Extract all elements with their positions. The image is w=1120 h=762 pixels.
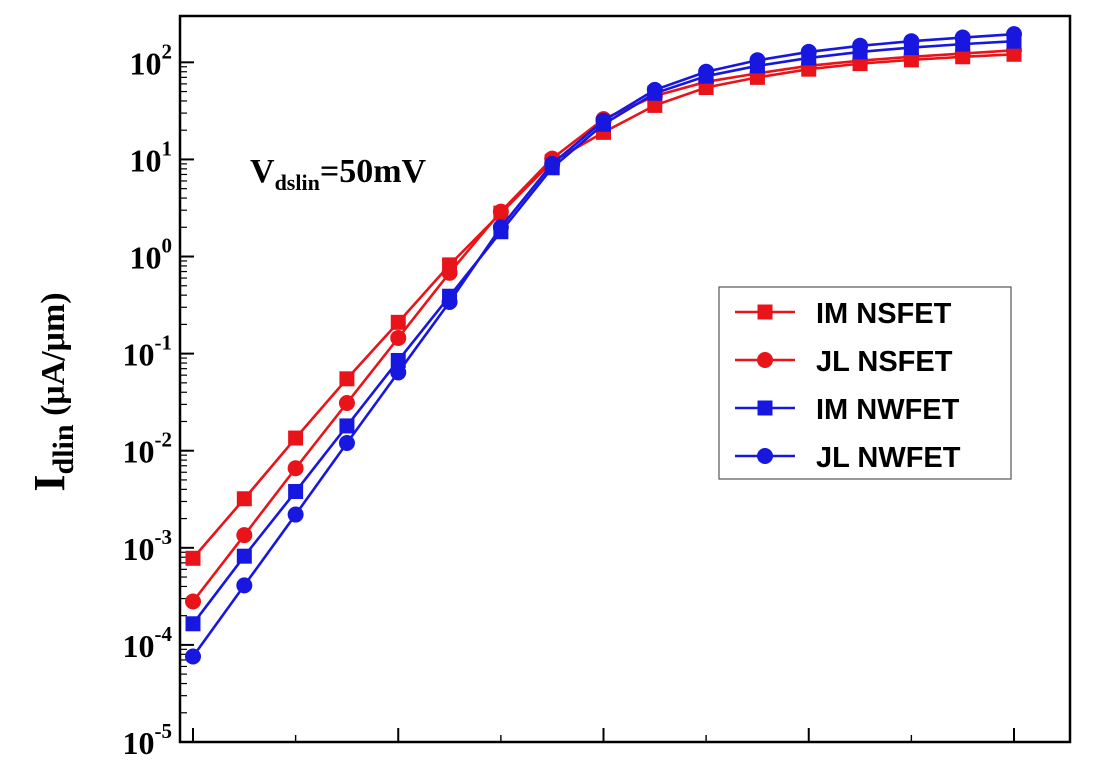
legend-marker-2 xyxy=(757,400,773,416)
plot-border xyxy=(178,14,1072,744)
y-tick-label-4: 10-1 xyxy=(123,331,173,373)
series-3-point-7 xyxy=(544,155,561,172)
series-0-point-2 xyxy=(288,430,304,446)
x-axis-ticks xyxy=(192,728,1015,742)
series-3-point-15 xyxy=(954,29,971,46)
series-0-point-3 xyxy=(339,371,355,387)
series-3-point-13 xyxy=(852,37,869,54)
series-3-point-8 xyxy=(595,112,612,129)
y-axis-label: Idlin (μA/μm) xyxy=(25,292,80,491)
series-3-point-3 xyxy=(338,435,355,452)
series-3-point-16 xyxy=(1006,26,1022,43)
series-1-point-1 xyxy=(236,527,253,544)
series-3-point-12 xyxy=(800,43,817,60)
series-3-point-0 xyxy=(185,648,201,665)
legend-label-3: JL NWFET xyxy=(816,442,961,474)
series-1-point-4 xyxy=(390,329,407,346)
y-axis-label-unit: (μA/μm) xyxy=(35,292,72,424)
legend-label-0: IM NSFET xyxy=(816,298,952,330)
annotation-sub: dslin xyxy=(275,170,320,195)
y-tick-label-1: 10-4 xyxy=(123,622,173,664)
series-3-point-4 xyxy=(390,364,407,381)
series-3-point-5 xyxy=(441,294,458,311)
legend-label-2: IM NWFET xyxy=(816,394,960,426)
bias-annotation: Vdslin=50mV xyxy=(250,153,427,195)
legend-label-1: JL NSFET xyxy=(816,346,953,378)
annotation-rest: =50mV xyxy=(320,153,427,190)
series-1-point-5 xyxy=(441,264,458,281)
series-3-point-14 xyxy=(903,33,920,50)
y-axis-ticks: 10-5 10-4 10-3 10-2 10-1 100 101 102 xyxy=(123,39,194,761)
series-3-point-10 xyxy=(698,63,715,80)
legend-marker-3 xyxy=(757,448,773,464)
y-tick-label-0: 10-5 xyxy=(123,719,173,761)
series-1-point-2 xyxy=(287,460,304,477)
series-2-point-0 xyxy=(185,616,201,632)
y-tick-label-7: 102 xyxy=(130,39,173,81)
y-axis-label-sub: dlin xyxy=(47,424,80,474)
series-0-point-1 xyxy=(236,491,252,507)
annotation-main: V xyxy=(250,153,275,190)
legend: IM NSFET JL NSFET IM NWFET JL NWFET xyxy=(718,286,1012,480)
series-1-point-3 xyxy=(338,395,355,412)
series-3-point-2 xyxy=(287,506,304,523)
series-3 xyxy=(185,26,1022,665)
series-0-point-0 xyxy=(185,550,201,566)
legend-marker-0 xyxy=(757,304,773,320)
series-0-point-4 xyxy=(390,314,406,330)
series-3-point-1 xyxy=(236,577,253,594)
series-3-point-11 xyxy=(749,52,766,69)
series-3-point-9 xyxy=(646,81,663,98)
y-tick-label-2: 10-3 xyxy=(123,525,173,567)
series-2-point-3 xyxy=(339,418,355,434)
series-1-point-6 xyxy=(492,203,509,220)
series-2-point-2 xyxy=(288,484,304,500)
series-2-point-1 xyxy=(236,548,252,564)
series-layer xyxy=(185,26,1022,665)
y-axis-label-main: I xyxy=(25,474,74,491)
y-tick-label-5: 100 xyxy=(130,234,173,276)
series-3-point-6 xyxy=(492,219,509,236)
legend-marker-1 xyxy=(757,352,773,368)
series-1-point-0 xyxy=(185,593,201,610)
y-tick-label-3: 10-2 xyxy=(123,428,173,470)
y-tick-label-6: 101 xyxy=(130,136,173,178)
series-2-point-4 xyxy=(390,352,406,368)
plot-frame xyxy=(178,14,1072,744)
